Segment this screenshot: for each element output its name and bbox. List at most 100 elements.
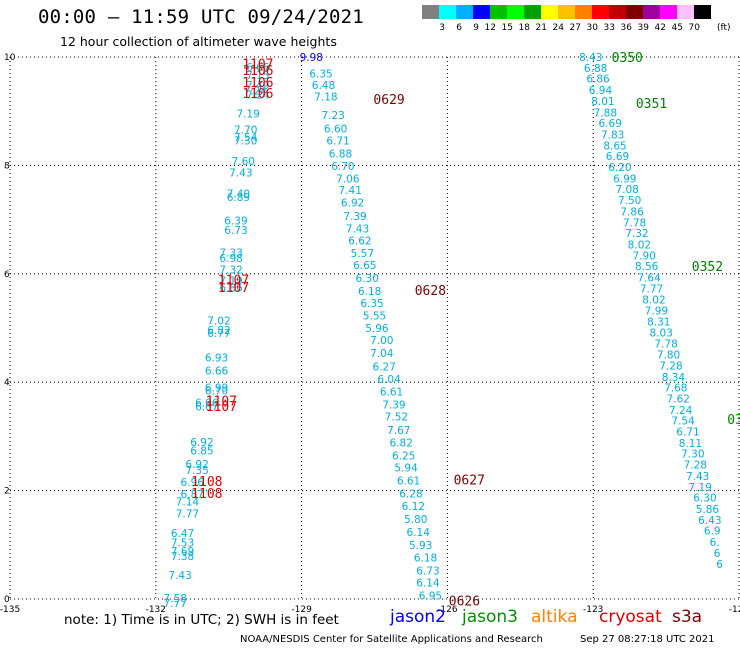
cryosat-point-label: 7.33 [219,248,242,260]
cryosat-point-label: 7.43 [229,167,252,179]
colorbar-label: 27 [569,23,581,33]
jason3-point-label: 7.30 [681,449,704,461]
s3a-point-label: 6.92 [341,197,364,209]
cryosat-point-label: 6.39 [224,216,247,228]
colorbar-label: 12 [484,23,496,33]
colorbar-label: 42 [654,23,666,33]
jason3-point-label: 7.24 [669,405,693,417]
cryosat-point-label: 6.66 [205,365,229,377]
s3a-point-label: 7.39 [343,211,366,223]
s3a-point-label: 6.48 [312,80,335,92]
s3a-point-label: 5.96 [365,323,389,335]
jason3-point-label: 7.83 [601,130,624,142]
colorbar-swatch [456,5,473,19]
jason3-point-label: 7.28 [659,360,682,372]
legend-jason3: jason3 [462,607,518,627]
cryosat-point-label: 6.73 [224,225,247,237]
jason3-point-label: 7.78 [623,217,646,229]
legend-cryosat: cryosat [599,607,662,627]
jason3-point-label: 8.01 [591,96,614,108]
x-tick-label: -123 [583,605,603,615]
colorbar-swatch [490,5,507,19]
s3a-point-label: 6.35 [309,68,332,80]
cryosat-point-label: 6.87 [181,489,204,501]
s3a-point-label: 7.23 [321,110,344,122]
x-tick-label: -129 [291,605,312,615]
s3a-times-point-label: 0628 [415,284,446,299]
cryosat-point-label: 7.14 [176,496,200,508]
chart-subtitle: 12 hour collection of altimeter wave hei… [60,34,337,49]
cryosat-times-point-label: 1106 [242,76,273,91]
colorbar-label: 70 [688,23,700,33]
cryosat-point-label: 7.43 [168,570,191,582]
jason3-point-label: 7.78 [654,339,677,351]
s3a-point-label: 6.14 [407,527,431,539]
jason3-point-label: 8.02 [628,240,651,252]
cryosat-point-label: 7.70 [234,125,257,137]
colorbar-swatch [626,5,643,19]
s3a-point-label: 6.61 [380,386,403,398]
s3a-point-label: 7.41 [339,185,362,197]
cryosat-point-label: 6.96 [181,477,205,489]
colorbar-swatch [575,5,592,19]
s3a-point-label: 7.06 [336,173,360,185]
s3a-point-label: 6.71 [326,135,349,147]
jason3-point-label: 7.19 [688,482,711,494]
colorbar-swatch [422,5,439,19]
jason3-times-point-label: 0352 [692,260,723,275]
jason3-point-label: 7.32 [625,228,648,240]
jason3-point-label: 6 [714,548,721,560]
cryosat-point-label: 6.98 [219,253,242,265]
jason3-point-label: 6.94 [589,85,613,97]
colorbar-label: 18 [518,23,530,33]
colorbar-label: 15 [501,23,513,33]
y-tick-label: 8 [4,161,10,171]
cryosat-point-label: 7.58 [164,593,187,605]
cryosat-times-point-label: 1107 [206,395,237,410]
s3a-point-label: 7.67 [387,425,410,437]
y-tick-label: 10 [4,53,16,63]
colorbar-swatch [541,5,558,19]
colorbar-label: 6 [456,23,462,33]
jason2-point-label: 9.98 [300,52,323,64]
generated-timestamp: Sep 27 08:27:18 UTC 2021 [580,634,715,645]
colorbar-label: 30 [586,23,598,33]
chart-title: 00:00 — 11:59 UTC 09/24/2021 [38,6,364,28]
colorbar-swatch [609,5,626,19]
cryosat-point-label: 7.19 [219,275,242,287]
colorbar-swatch [677,5,694,19]
y-tick-label: 4 [4,378,10,388]
cryosat-point-label: 6.99 [205,383,228,395]
jason3-point-label: 8.34 [662,372,686,384]
jason3-point-label: 8.03 [650,327,673,339]
legend-altika: altika [531,607,578,627]
x-tick-label: -132 [146,605,166,615]
jason3-point-label: 6 [716,559,723,571]
jason3-times-point-label: 0350 [612,51,643,66]
jason3-point-label: 8.11 [679,438,702,450]
cryosat-point-label: 7.32 [219,264,242,276]
s3a-point-label: 7.04 [370,348,394,360]
colorbar-label: 9 [473,23,479,33]
cryosat-point-label: 6.86 [219,282,243,294]
cryosat-point-label: 7.60 [232,156,255,168]
jason3-point-label: 7.62 [667,393,690,405]
cryosat-point-label: 6.92 [190,437,213,449]
jason3-point-label: 7.43 [686,471,709,483]
cryosat-point-label: 7.30 [234,135,257,147]
colorbar-swatch [558,5,575,19]
colorbar-swatch [507,5,524,19]
jason3-times-point-label: 035 [727,413,740,428]
colorbar-swatch [473,5,490,19]
jason3-point-label: 7.28 [684,460,707,472]
colorbar-label: 24 [552,23,564,33]
cryosat-point-label: 7.77 [164,598,187,610]
cryosat-point-label: 6.77 [207,328,230,340]
jason3-point-label: 7.64 [637,273,661,285]
jason3-point-label: 7.90 [633,250,656,262]
cryosat-point-label: 7.15 [246,70,269,82]
jason3-point-label: 7.86 [620,206,644,218]
jason3-point-label: 6.43 [698,515,721,527]
colorbar-swatch [660,5,677,19]
jason3-point-label: 7.50 [618,195,641,207]
